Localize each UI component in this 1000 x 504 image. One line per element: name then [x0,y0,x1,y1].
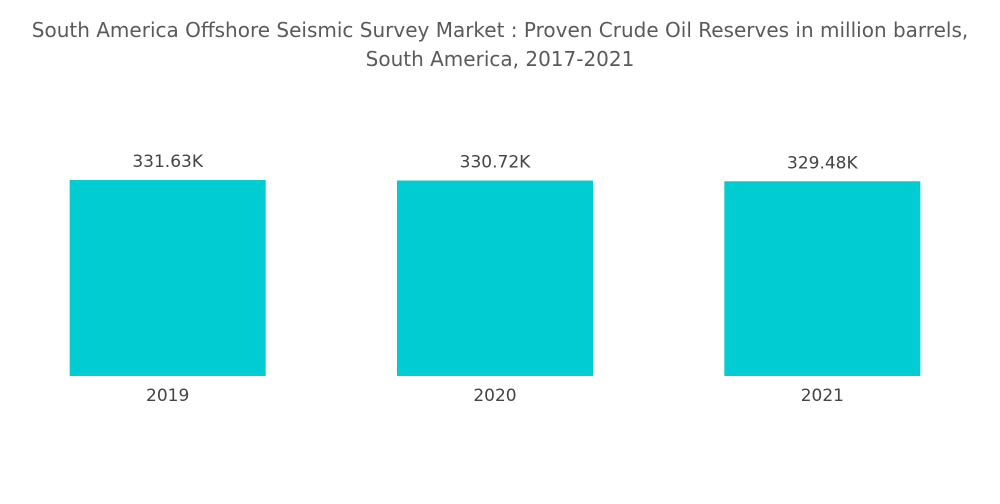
bar [397,180,593,376]
value-label: 329.48K [787,153,858,173]
bar [69,180,266,376]
value-label: 331.63K [132,152,203,172]
x-tick-label: 2021 [801,386,844,406]
chart-title: South America Offshore Seismic Survey Ma… [31,18,969,71]
bar [724,181,921,376]
x-tick-label: 2019 [146,386,189,406]
value-label: 330.72K [460,153,531,173]
x-tick-label: 2020 [473,386,516,406]
